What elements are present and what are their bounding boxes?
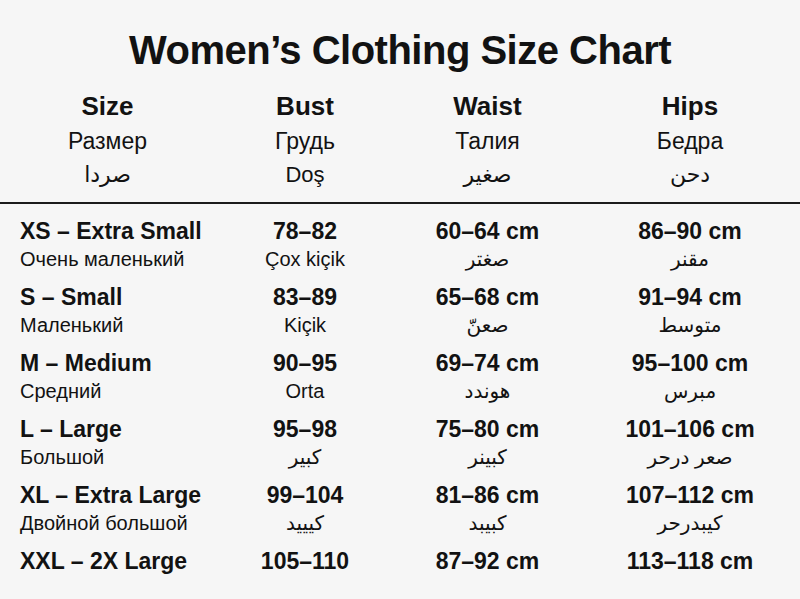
- waist-sub: كبيبد: [395, 510, 580, 536]
- size-label-ru: Очень маленький: [20, 246, 215, 272]
- waist-value: 81–86 cm: [395, 481, 580, 510]
- table-header: Size Размер صردا Bust Грудь Doş Waist Та…: [0, 88, 800, 191]
- waist-sub: هوندد: [395, 378, 580, 404]
- bust-sub: Kiçik: [215, 312, 395, 338]
- size-label: L – Large: [20, 415, 215, 444]
- waist-value: 87–92 cm: [395, 547, 580, 576]
- table-row: XXL – 2X Large 105–110 87–92 cm 113–118 …: [0, 542, 800, 582]
- header-bust-ru: Грудь: [215, 124, 395, 158]
- size-label: M – Medium: [20, 349, 215, 378]
- header-size: Size Размер صردا: [0, 88, 215, 191]
- header-waist: Waist Талия صغير: [395, 88, 580, 191]
- table-row: S – Small Маленький 83–89 Kiçik 65–68 cm…: [0, 278, 800, 344]
- header-hips-en: Hips: [580, 88, 800, 124]
- hips-value: 95–100 cm: [580, 349, 800, 378]
- size-label: XS – Extra Small: [20, 217, 215, 246]
- table-row: XS – Extra Small Очень маленький 78–82 Ç…: [0, 212, 800, 278]
- waist-sub: صعنّ: [395, 312, 580, 338]
- waist-value: 65–68 cm: [395, 283, 580, 312]
- hips-value: 101–106 cm: [580, 415, 800, 444]
- header-hips: Hips Бедра دحن: [580, 88, 800, 191]
- waist-sub: كبينر: [395, 444, 580, 470]
- header-size-en: Size: [0, 88, 215, 124]
- size-label-ru: Большой: [20, 444, 215, 470]
- waist-value: 69–74 cm: [395, 349, 580, 378]
- size-label: XXL – 2X Large: [20, 547, 215, 576]
- size-label-ru: Маленький: [20, 312, 215, 338]
- bust-sub: كبير: [215, 444, 395, 470]
- waist-value: 75–80 cm: [395, 415, 580, 444]
- header-hips-ar: دحن: [580, 158, 800, 191]
- size-label: XL – Extra Large: [20, 481, 215, 510]
- header-hips-ru: Бедра: [580, 124, 800, 158]
- bust-value: 78–82: [215, 217, 395, 246]
- hips-sub: مبرس: [580, 378, 800, 404]
- bust-value: 95–98: [215, 415, 395, 444]
- hips-sub: مقنر: [580, 246, 800, 272]
- bust-value: 90–95: [215, 349, 395, 378]
- header-size-ar: صردا: [0, 158, 215, 191]
- table-row: M – Medium Средний 90–95 Orta 69–74 cm ه…: [0, 344, 800, 410]
- header-waist-ru: Талия: [395, 124, 580, 158]
- size-label-ru: Двойной большой: [20, 510, 215, 536]
- size-label-ru: Средний: [20, 378, 215, 404]
- hips-value: 86–90 cm: [580, 217, 800, 246]
- hips-value: 113–118 cm: [580, 547, 800, 576]
- table-row: XL – Extra Large Двойной большой 99–104 …: [0, 476, 800, 542]
- hips-sub: صعر درحر: [580, 444, 800, 470]
- bust-value: 83–89: [215, 283, 395, 312]
- header-waist-ar: صغير: [395, 158, 580, 191]
- bust-sub: كيييد: [215, 510, 395, 536]
- hips-value: 91–94 cm: [580, 283, 800, 312]
- size-table-body: XS – Extra Small Очень маленький 78–82 Ç…: [0, 212, 800, 582]
- header-bust-az: Doş: [215, 158, 395, 191]
- bust-value: 99–104: [215, 481, 395, 510]
- header-bust: Bust Грудь Doş: [215, 88, 395, 191]
- waist-value: 60–64 cm: [395, 217, 580, 246]
- size-label: S – Small: [20, 283, 215, 312]
- hips-value: 107–112 cm: [580, 481, 800, 510]
- hips-sub: كيبدرحر: [580, 510, 800, 536]
- hips-sub: متوسط: [580, 312, 800, 338]
- header-waist-en: Waist: [395, 88, 580, 124]
- header-size-ru: Размер: [0, 124, 215, 158]
- header-bust-en: Bust: [215, 88, 395, 124]
- waist-sub: صغتر: [395, 246, 580, 272]
- table-row: L – Large Большой 95–98 كبير 75–80 cm كب…: [0, 410, 800, 476]
- page-title: Women’s Clothing Size Chart: [0, 28, 800, 72]
- bust-sub: Çox kiçik: [215, 246, 395, 272]
- header-divider: [0, 202, 800, 204]
- bust-value: 105–110: [215, 547, 395, 576]
- bust-sub: Orta: [215, 378, 395, 404]
